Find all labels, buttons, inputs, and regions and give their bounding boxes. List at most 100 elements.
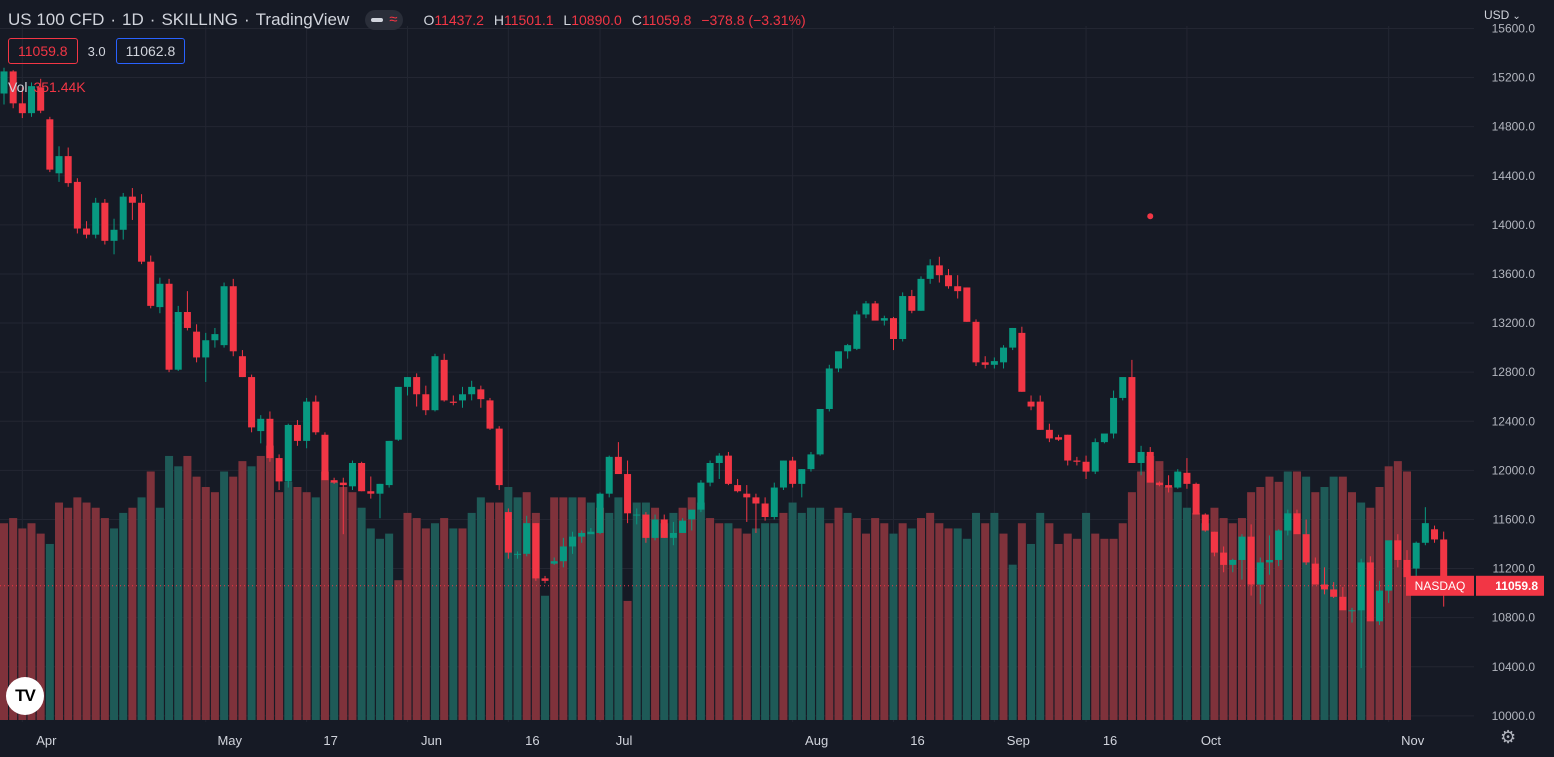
interval[interactable]: 1D [122, 10, 144, 29]
volume-bar [467, 512, 476, 720]
candle-body [1018, 332, 1026, 392]
volume-bar [678, 507, 687, 720]
volume-bar [761, 523, 770, 720]
candle-body [312, 401, 320, 433]
candle-body [248, 377, 256, 428]
candle-body [945, 275, 953, 287]
volume-bar [962, 538, 971, 720]
volume-bar [687, 497, 696, 720]
visibility-toggle-icon[interactable]: ≈ [365, 10, 404, 30]
volume-bar [715, 523, 724, 720]
volume-bar [229, 476, 238, 720]
candle-body [651, 519, 659, 538]
candle-body [688, 509, 696, 520]
candle-body [1357, 562, 1365, 611]
candle-body [275, 458, 283, 482]
candle-body [532, 523, 540, 579]
candle-body [257, 418, 265, 432]
candle-body [715, 455, 723, 463]
candle-body [339, 482, 347, 486]
candle-body [963, 287, 971, 322]
candle-body [724, 455, 732, 484]
candle-body [238, 356, 246, 378]
time-tick-label: May [217, 733, 242, 748]
volume-bar [486, 502, 495, 720]
volume-bar [403, 512, 412, 720]
candle-body [1155, 482, 1163, 486]
price-tick-label: 12800.0 [1492, 365, 1536, 379]
price-tick-label: 12400.0 [1492, 414, 1536, 428]
volume-bar [1173, 492, 1182, 720]
time-tick-label: Jun [421, 733, 442, 748]
candle-body [1119, 377, 1127, 398]
gear-icon[interactable]: ⚙ [1500, 727, 1517, 747]
volume-bar [724, 523, 733, 720]
volume-bar [476, 497, 485, 720]
price-tick-label: 10800.0 [1492, 611, 1536, 625]
price-tick-label: 13200.0 [1492, 316, 1536, 330]
candle-body [1275, 530, 1283, 560]
volume-bar [1320, 487, 1329, 720]
volume-bar [953, 528, 962, 720]
candle-body [459, 394, 466, 401]
candle-body [394, 386, 402, 440]
time-tick-label: 16 [525, 733, 539, 748]
volume-bar [1292, 471, 1301, 720]
volume-bar [1192, 512, 1201, 720]
candle-body [871, 303, 879, 321]
price-tick-label: 14000.0 [1492, 218, 1536, 232]
buy-button[interactable]: 11062.8 [115, 38, 186, 64]
currency-selector[interactable]: USD ⌄ [1484, 8, 1521, 22]
candle-body [220, 286, 228, 346]
price-tick-label: 11200.0 [1493, 562, 1536, 576]
candle-body [1183, 472, 1191, 484]
sell-button[interactable]: 11059.8 [8, 38, 78, 64]
candle-body [1027, 401, 1035, 407]
volume-bar [1247, 492, 1256, 720]
ohlc-change: −378.8 (−3.31%) [701, 12, 806, 28]
symbol-name: US 100 CFD [8, 10, 105, 29]
ohlc-close: 11059.8 [641, 12, 692, 28]
volume-bar [660, 523, 669, 720]
candle-body [138, 202, 146, 262]
candle-body [770, 487, 778, 518]
candle-body [64, 156, 72, 184]
price-tick-label: 15600.0 [1492, 21, 1536, 35]
volume-bar [990, 512, 999, 720]
volume-bar [449, 528, 458, 720]
candle-body [156, 283, 164, 308]
tradingview-logo-icon[interactable]: TV [6, 677, 44, 715]
candle-body [293, 424, 301, 441]
exchange-label: NASDAQ [1415, 579, 1466, 593]
volume-bar [91, 507, 100, 720]
candle-body [1265, 559, 1273, 563]
volume-bar [632, 502, 641, 720]
volume-bar [330, 481, 339, 720]
candle-body [266, 418, 274, 459]
last-price-badge [1476, 575, 1544, 596]
volume-bar [706, 518, 715, 720]
candle-body [183, 312, 191, 328]
volume-bar [1091, 533, 1100, 720]
symbol-title[interactable]: US 100 CFD · 1D · SKILLING · TradingView [8, 10, 350, 29]
volume-bar [935, 523, 944, 720]
time-tick-label: Nov [1401, 733, 1425, 748]
candle-body [935, 265, 943, 276]
candle-body [1247, 536, 1255, 585]
volume-bar [651, 507, 660, 720]
volume-bar [128, 507, 137, 720]
candle-body [504, 512, 512, 553]
candle-body [550, 561, 558, 564]
candle-body [28, 86, 36, 114]
volume-bar [256, 455, 265, 720]
volume-bar [1265, 476, 1274, 720]
candle-body [1110, 397, 1118, 434]
candle-body [83, 228, 91, 235]
volume-bar [641, 502, 650, 720]
volume-bar [1063, 533, 1072, 720]
volume-bar [917, 518, 925, 720]
candle-body [431, 356, 439, 411]
candle-body [1394, 540, 1402, 560]
candle-body [899, 296, 907, 340]
